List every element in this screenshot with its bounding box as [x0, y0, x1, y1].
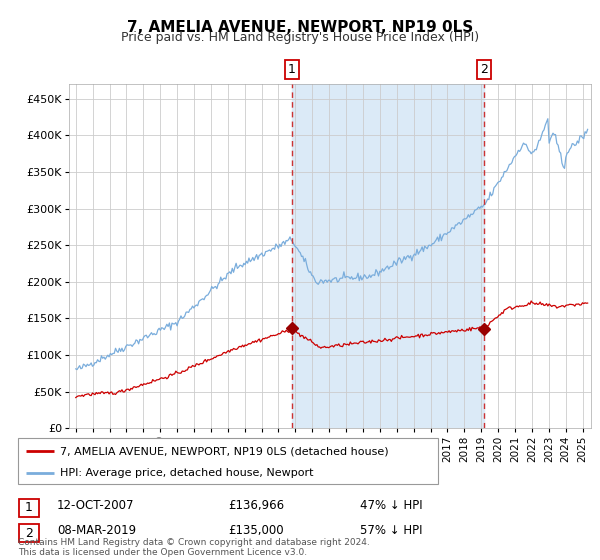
Text: £136,966: £136,966: [228, 498, 284, 512]
Text: 57% ↓ HPI: 57% ↓ HPI: [360, 524, 422, 537]
Text: 2: 2: [480, 63, 488, 76]
Text: 1: 1: [25, 501, 33, 515]
FancyBboxPatch shape: [18, 438, 438, 484]
Text: 08-MAR-2019: 08-MAR-2019: [57, 524, 136, 537]
Text: 7, AMELIA AVENUE, NEWPORT, NP19 0LS: 7, AMELIA AVENUE, NEWPORT, NP19 0LS: [127, 20, 473, 35]
Text: 2: 2: [25, 526, 33, 540]
Text: 12-OCT-2007: 12-OCT-2007: [57, 498, 134, 512]
Text: 1: 1: [288, 63, 296, 76]
Text: 47% ↓ HPI: 47% ↓ HPI: [360, 498, 422, 512]
Text: £135,000: £135,000: [228, 524, 284, 537]
Text: HPI: Average price, detached house, Newport: HPI: Average price, detached house, Newp…: [60, 468, 314, 478]
FancyBboxPatch shape: [19, 524, 38, 542]
Text: 7, AMELIA AVENUE, NEWPORT, NP19 0LS (detached house): 7, AMELIA AVENUE, NEWPORT, NP19 0LS (det…: [60, 446, 389, 456]
Text: Contains HM Land Registry data © Crown copyright and database right 2024.
This d: Contains HM Land Registry data © Crown c…: [18, 538, 370, 557]
FancyBboxPatch shape: [19, 499, 38, 517]
Text: Price paid vs. HM Land Registry's House Price Index (HPI): Price paid vs. HM Land Registry's House …: [121, 31, 479, 44]
Bar: [292, 84, 484, 428]
